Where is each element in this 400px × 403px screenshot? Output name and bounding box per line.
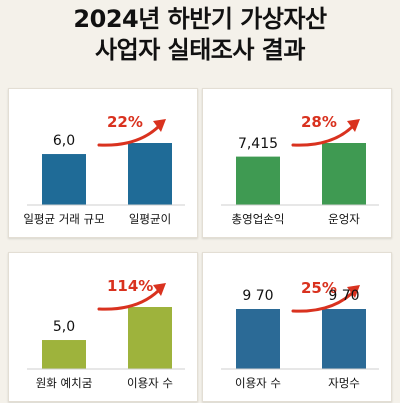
page-title: 2024년 하반기 가상자산 사업자 실태조사 결과	[0, 4, 400, 66]
growth-arrow-head	[347, 119, 360, 132]
bar-2	[322, 309, 366, 369]
category-label-1: 이용자 수	[235, 376, 281, 390]
value-label-1: 7,415	[237, 135, 279, 152]
chart-panel-4: 25% 9 70 9 70 이용자 수 자멍수	[202, 252, 392, 402]
category-label-1: 일평균 거래 규모	[23, 212, 105, 226]
chart-svg	[27, 119, 185, 206]
chart-panel-2: 28% 7,415 총영업손익 운엉자	[202, 88, 392, 238]
growth-arrow-head	[153, 119, 166, 132]
value-label-2: 9 70	[328, 288, 360, 304]
title-line-1: 2024년 하반기 가상자산	[73, 5, 327, 33]
bar-1	[42, 340, 86, 369]
chart-svg	[27, 283, 185, 370]
bar-2	[128, 307, 172, 369]
category-label-1: 총영업손익	[231, 212, 285, 226]
chart-svg	[221, 119, 379, 206]
bar-1	[42, 154, 86, 205]
title-line-2: 사업자 실태조사 결과	[95, 36, 305, 64]
change-label: 22%	[107, 113, 143, 131]
category-label-1: 원화 예치굼	[35, 376, 93, 390]
category-label-2: 운엉자	[328, 212, 360, 226]
chart-panel-1: 22% 6,0 일평균 거래 규모 일평균이	[8, 88, 198, 238]
growth-arrow-head	[153, 283, 166, 296]
category-label-2: 일평균이	[128, 212, 172, 226]
chart-svg	[221, 285, 379, 370]
value-label-1: 5,0	[52, 319, 76, 336]
change-label: 114%	[107, 277, 154, 295]
change-label: 25%	[301, 279, 337, 297]
chart-panel-3: 114% 5,0 원화 예치굼 이용자 수	[8, 252, 198, 402]
growth-arrow-head	[347, 285, 360, 298]
change-label: 28%	[301, 113, 337, 131]
value-label-1: 6,0	[52, 133, 76, 150]
bar-2	[322, 143, 366, 205]
bar-2	[128, 143, 172, 205]
value-label-1: 9 70	[242, 288, 274, 304]
bar-1	[236, 309, 280, 369]
bar-1	[236, 156, 280, 205]
category-label-2: 이용자 수	[127, 376, 173, 390]
category-label-2: 자멍수	[328, 376, 360, 390]
